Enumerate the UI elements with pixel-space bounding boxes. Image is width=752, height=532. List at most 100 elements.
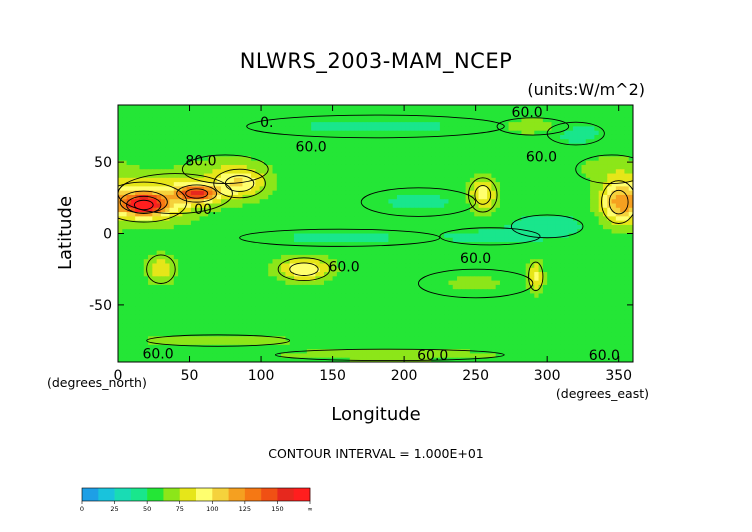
field-cell (238, 186, 244, 192)
field-cell (448, 169, 454, 175)
field-cell (474, 233, 480, 239)
field-cell (311, 109, 317, 115)
field-cell (354, 272, 359, 277)
field-cell (422, 263, 428, 269)
field-cell (444, 147, 450, 153)
field-cell (435, 207, 441, 213)
field-cell (401, 182, 407, 187)
field-cell (414, 182, 420, 187)
field-cell (122, 259, 128, 265)
field-cell (229, 139, 235, 145)
field-cell (504, 169, 510, 175)
field-cell (293, 122, 299, 128)
field-cell (379, 267, 385, 273)
field-cell (362, 224, 368, 230)
field-cell (208, 250, 214, 256)
field-cell (469, 169, 475, 175)
field-cell (547, 139, 553, 145)
field-cell (259, 229, 265, 235)
field-cell (452, 156, 458, 162)
field-cell (628, 117, 633, 123)
field-cell (285, 199, 291, 205)
field-cell (195, 242, 201, 247)
field-cell (602, 130, 608, 136)
field-cell (315, 263, 321, 269)
field-cell (190, 216, 196, 222)
field-cell (293, 276, 299, 282)
field-cell (212, 113, 218, 119)
field-cell (620, 164, 626, 170)
field-cell (517, 276, 523, 282)
field-cell (564, 263, 570, 269)
field-cell (371, 267, 377, 273)
field-cell (392, 122, 398, 128)
field-cell (512, 177, 518, 183)
field-cell (251, 280, 256, 286)
field-cell (173, 263, 179, 269)
field-cell (195, 250, 201, 256)
field-cell (233, 147, 239, 153)
field-cell (276, 233, 282, 239)
field-cell (255, 229, 261, 235)
field-cell (178, 177, 183, 183)
field-cell (118, 126, 123, 132)
field-cell (371, 186, 377, 192)
field-cell (474, 177, 480, 183)
field-cell (431, 169, 437, 175)
field-cell (143, 220, 149, 226)
field-cell (126, 276, 132, 282)
field-cell (469, 156, 475, 162)
field-cell (418, 280, 424, 286)
field-cell (504, 156, 510, 162)
field-cell (148, 113, 153, 119)
field-cell (414, 190, 420, 196)
field-cell (371, 117, 377, 123)
field-cell (324, 280, 329, 286)
field-cell (246, 143, 252, 149)
field-cell (517, 242, 523, 247)
field-cell (615, 156, 621, 162)
field-cell (324, 186, 329, 192)
field-cell (585, 186, 591, 192)
field-cell (439, 267, 445, 273)
field-cell (165, 207, 171, 213)
field-cell (143, 105, 149, 110)
field-cell (221, 203, 226, 209)
field-cell (422, 105, 428, 110)
field-cell (452, 190, 458, 196)
field-cell (379, 117, 385, 123)
field-cell (577, 203, 583, 209)
field-cell (358, 117, 364, 123)
field-cell (392, 229, 398, 235)
field-cell (534, 117, 540, 123)
field-cell (465, 259, 471, 265)
field-cell (341, 254, 347, 260)
field-cell (392, 117, 398, 123)
field-cell (465, 250, 471, 256)
field-cell (487, 272, 492, 277)
field-cell (190, 250, 196, 256)
field-cell (452, 233, 458, 239)
field-cell (285, 224, 291, 230)
field-cell (384, 242, 389, 247)
field-cell (594, 216, 600, 222)
field-cell (504, 164, 510, 170)
field-cell (328, 122, 334, 128)
field-cell (396, 160, 402, 166)
field-cell (461, 207, 467, 213)
field-cell (594, 152, 600, 157)
field-cell (302, 224, 308, 230)
field-cell (259, 237, 265, 243)
field-cell (405, 194, 411, 200)
field-cell (590, 113, 595, 119)
field-cell (525, 117, 531, 123)
field-cell (401, 272, 407, 277)
field-cell (319, 259, 325, 265)
field-cell (551, 147, 557, 153)
field-cell (607, 147, 613, 153)
field-cell (358, 220, 364, 226)
field-cell (130, 186, 136, 192)
field-cell (534, 105, 540, 110)
field-cell (135, 143, 141, 149)
field-cell (585, 250, 591, 256)
